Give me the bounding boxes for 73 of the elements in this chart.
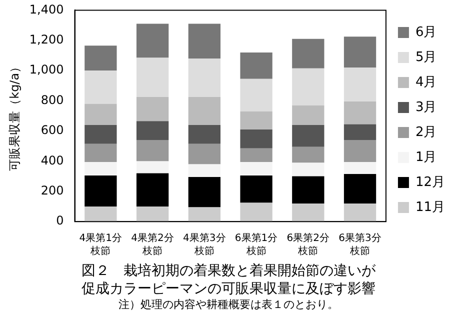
bar: [292, 146, 324, 163]
y-tick-label: 400: [40, 153, 64, 168]
x-tick-label: 6果第3分枝節: [338, 232, 382, 258]
bar: [188, 164, 220, 178]
bar: [240, 176, 272, 203]
y-tick-label: 600: [40, 123, 64, 138]
bar: [136, 173, 169, 206]
legend-label: 11月: [415, 200, 446, 215]
bar: [84, 162, 117, 176]
bar: [344, 203, 376, 222]
y-tick-label: 1,200: [29, 32, 64, 47]
bar: [84, 176, 117, 206]
bar: [344, 36, 376, 68]
bar: [292, 38, 324, 68]
bar: [240, 129, 272, 148]
bar: [84, 206, 117, 222]
bar: [84, 144, 117, 162]
y-tick-label: 1,000: [29, 62, 64, 77]
bar: [188, 58, 220, 98]
bar: [344, 162, 376, 174]
x-tick-label: 4果第1分枝節: [78, 232, 124, 258]
bar: [240, 52, 272, 79]
bar: [292, 203, 324, 222]
bar: [344, 174, 376, 204]
legend-label: 3月: [415, 100, 437, 115]
y-tick-label: 0: [56, 214, 64, 228]
bar: [344, 102, 376, 124]
bar: [136, 58, 169, 98]
bar: [240, 162, 272, 176]
bar: [188, 207, 220, 222]
bar: [188, 124, 220, 144]
bar: [292, 124, 324, 147]
y-tick-label: 1,400: [29, 2, 64, 16]
bar: [344, 124, 376, 140]
bar: [136, 206, 169, 222]
legend-label: 12月: [415, 174, 446, 190]
x-tick-label: 6果第1分枝節: [234, 232, 279, 258]
x-tick-label: 6果第2分枝節: [286, 232, 331, 258]
bar: [240, 78, 272, 112]
bar: [344, 68, 376, 102]
bar: [240, 111, 272, 130]
bar: [240, 148, 272, 162]
bar: [292, 68, 324, 106]
bar: [84, 46, 117, 71]
legend-label: 6月: [415, 24, 437, 40]
legend-label: 5月: [415, 50, 437, 65]
bar: [136, 24, 169, 58]
bar: [344, 140, 376, 162]
bar: [188, 97, 220, 125]
bar: [188, 24, 220, 59]
bar: [84, 104, 117, 125]
bar: [136, 121, 169, 140]
bar: [188, 144, 220, 164]
text: 注）処理の内容や耕種概要は表１のとおり。: [118, 298, 340, 312]
bar: [84, 70, 117, 104]
legend-label: 4月: [415, 74, 437, 90]
bar: [240, 202, 272, 222]
bar: [136, 161, 169, 174]
x-tick-label: 4果第3分枝節: [182, 232, 227, 258]
y-axis-title: 可販果収量（kg/a）: [7, 60, 22, 171]
legend-label: 2月: [415, 124, 437, 140]
bar: [292, 162, 324, 176]
bar: [188, 177, 220, 208]
x-tick-label: 4果第2分枝節: [130, 232, 175, 258]
y-tick-label: 800: [40, 92, 64, 107]
bar: [292, 105, 324, 125]
bar: [84, 124, 117, 144]
bar: [136, 140, 169, 162]
bar: [292, 176, 324, 204]
text: 図２ 栽培初期の着果数と着果開始節の違いが促成カラーピーマンの可販果収量に及ぼす影響: [80, 262, 376, 298]
legend-label: 1月: [415, 150, 437, 165]
bar: [136, 97, 169, 122]
y-tick-label: 200: [40, 184, 64, 198]
